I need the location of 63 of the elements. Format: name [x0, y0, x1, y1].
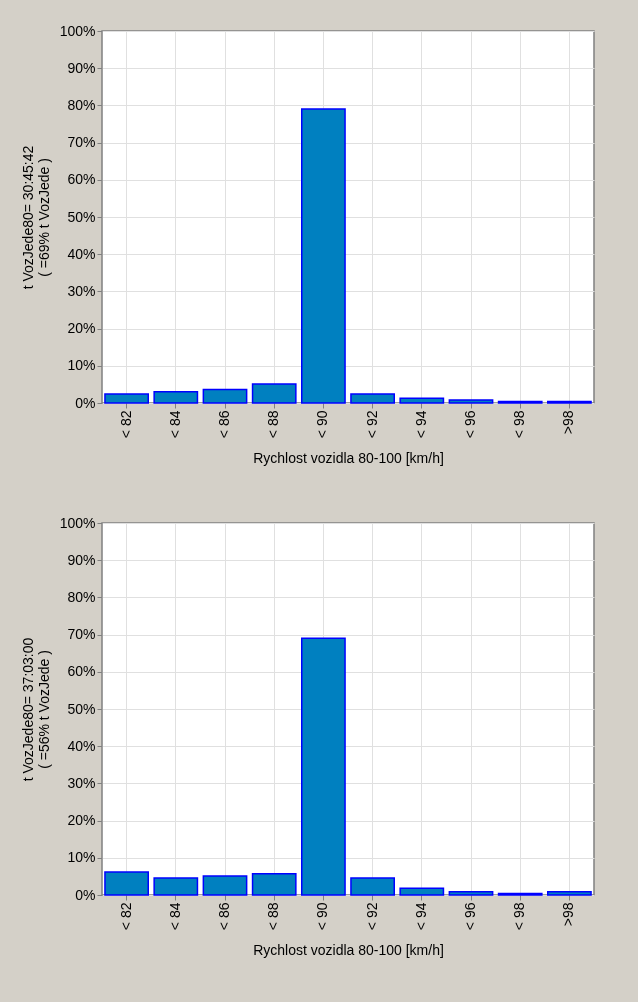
x-tick-label: < 82: [117, 410, 134, 439]
x-axis-title: Rychlost vozidla 80-100 [km/h]: [253, 450, 444, 467]
y-tick-label: 30%: [67, 282, 96, 299]
bar: [104, 871, 149, 896]
y-axis-title: t VozJede80= 37:03:00 ( =56% t VozJede ): [19, 637, 52, 782]
bar: [153, 391, 199, 404]
x-tick-label: < 92: [363, 902, 380, 931]
y-tick-label: 60%: [67, 171, 96, 188]
x-tick-label: < 94: [412, 410, 429, 439]
x-tick-label: < 88: [265, 410, 282, 439]
y-tick-label: 0%: [75, 886, 96, 903]
x-tick-label: < 88: [265, 902, 282, 931]
x-tick-label: < 86: [216, 410, 232, 439]
x-tick-label: < 82: [117, 902, 134, 931]
y-axis-title: t VozJede80= 30:45:42 ( =69% t VozJede ): [19, 145, 52, 290]
x-tick-label: < 96: [462, 410, 478, 439]
x-tick-label: < 96: [462, 902, 478, 931]
bar: [399, 887, 445, 896]
y-tick-label: 100%: [59, 22, 96, 39]
y-tick-label: 80%: [67, 588, 96, 605]
bar: [547, 890, 592, 896]
bar: [251, 873, 297, 896]
x-tick-label: >98: [560, 902, 577, 927]
y-tick-label: 50%: [67, 208, 96, 225]
bar: [448, 399, 494, 404]
bar: [301, 637, 346, 896]
x-tick-label: < 84: [166, 902, 183, 931]
bar: [350, 393, 395, 404]
bar: [104, 393, 149, 404]
bar: [153, 877, 199, 896]
bar: [301, 108, 346, 404]
y-tick-label: 70%: [67, 134, 96, 151]
bar: [448, 890, 494, 896]
y-tick-label: 90%: [67, 551, 96, 568]
bar: [251, 383, 297, 404]
bar: [202, 388, 248, 404]
bar: [350, 877, 395, 896]
x-tick-label: < 90: [314, 410, 331, 439]
x-tick-label: < 94: [412, 902, 429, 931]
x-tick-label: < 98: [511, 902, 528, 931]
y-tick-label: 20%: [67, 320, 96, 337]
x-tick-label: < 98: [511, 410, 528, 439]
y-tick-label: 100%: [59, 514, 96, 531]
y-tick-label: 10%: [67, 357, 96, 374]
x-tick-label: < 90: [314, 902, 331, 931]
y-tick-label: 60%: [67, 663, 96, 680]
y-tick-label: 40%: [67, 245, 96, 262]
y-tick-label: 90%: [67, 59, 96, 76]
y-tick-label: 50%: [67, 700, 96, 717]
y-tick-label: 80%: [67, 96, 96, 113]
y-tick-label: 30%: [67, 774, 96, 791]
y-tick-label: 20%: [67, 812, 96, 829]
bar: [202, 875, 248, 896]
x-axis-title: Rychlost vozidla 80-100 [km/h]: [253, 942, 444, 959]
x-tick-label: < 84: [166, 410, 183, 439]
y-tick-label: 0%: [75, 394, 96, 411]
y-tick-label: 40%: [67, 737, 96, 754]
y-tick-label: 70%: [67, 626, 96, 643]
x-tick-label: < 86: [216, 902, 232, 931]
y-tick-label: 10%: [67, 849, 96, 866]
x-tick-label: < 92: [363, 410, 380, 439]
bar: [399, 397, 445, 404]
x-tick-label: >98: [560, 410, 577, 435]
